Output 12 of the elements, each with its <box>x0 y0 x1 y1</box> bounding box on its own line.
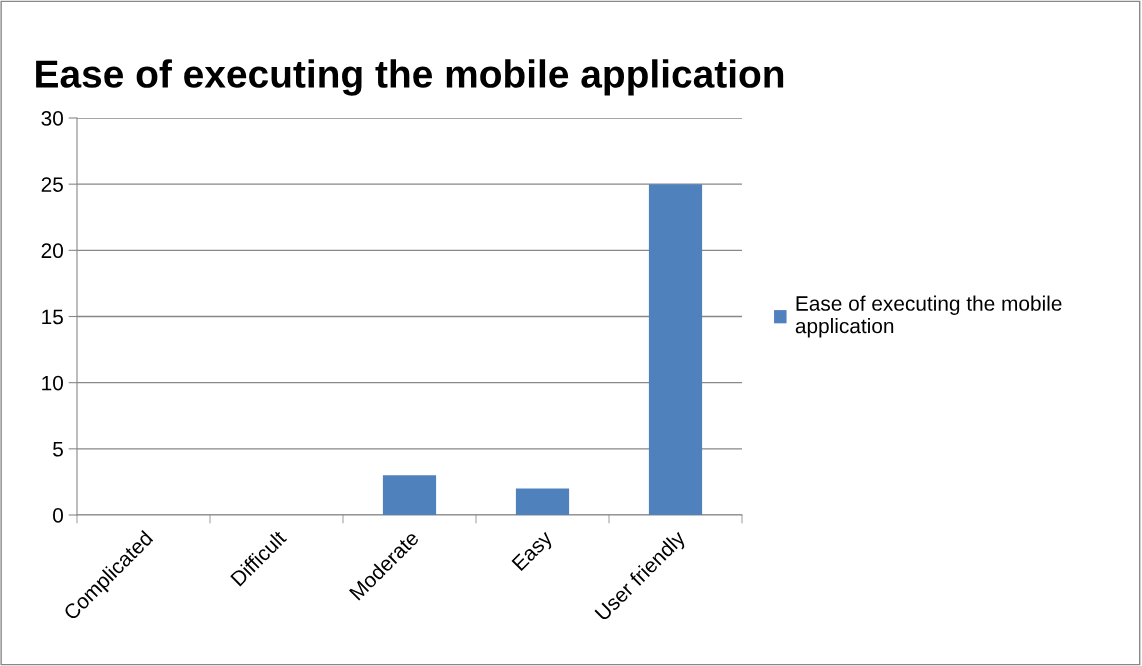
y-tick-label: 10 <box>42 375 63 391</box>
chart-title: Ease of executing the mobile application <box>36 59 784 96</box>
bar <box>648 184 703 515</box>
y-tick-label: 5 <box>53 442 63 457</box>
y-tick-label: 30 <box>41 111 63 126</box>
legend-label: Ease of executing the mobile application <box>795 295 1062 338</box>
bar <box>382 475 437 515</box>
y-tick-label: 20 <box>41 243 63 259</box>
y-tick-label: 15 <box>42 309 63 325</box>
bar <box>515 488 570 515</box>
y-tick-label: 0 <box>53 508 63 523</box>
y-tick-label: 25 <box>41 177 63 192</box>
